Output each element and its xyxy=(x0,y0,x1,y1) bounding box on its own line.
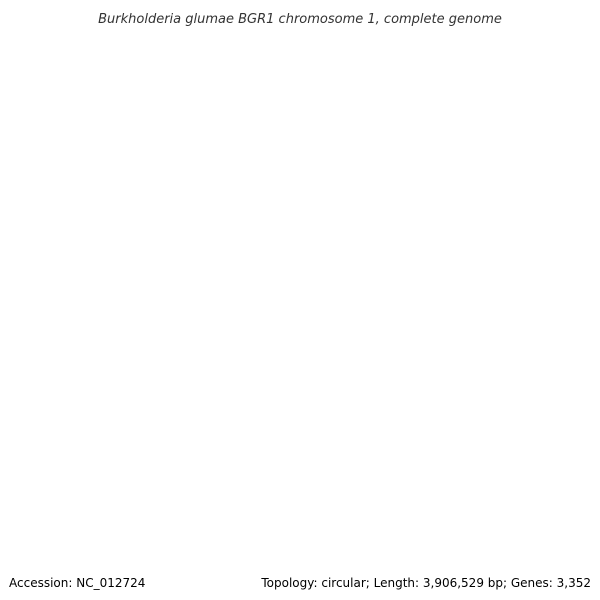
accession-label: Accession: NC_012724 xyxy=(9,576,146,590)
chart-title: Burkholderia glumae BGR1 chromosome 1, c… xyxy=(98,12,502,27)
genome-stats-label: Topology: circular; Length: 3,906,529 bp… xyxy=(261,576,591,590)
